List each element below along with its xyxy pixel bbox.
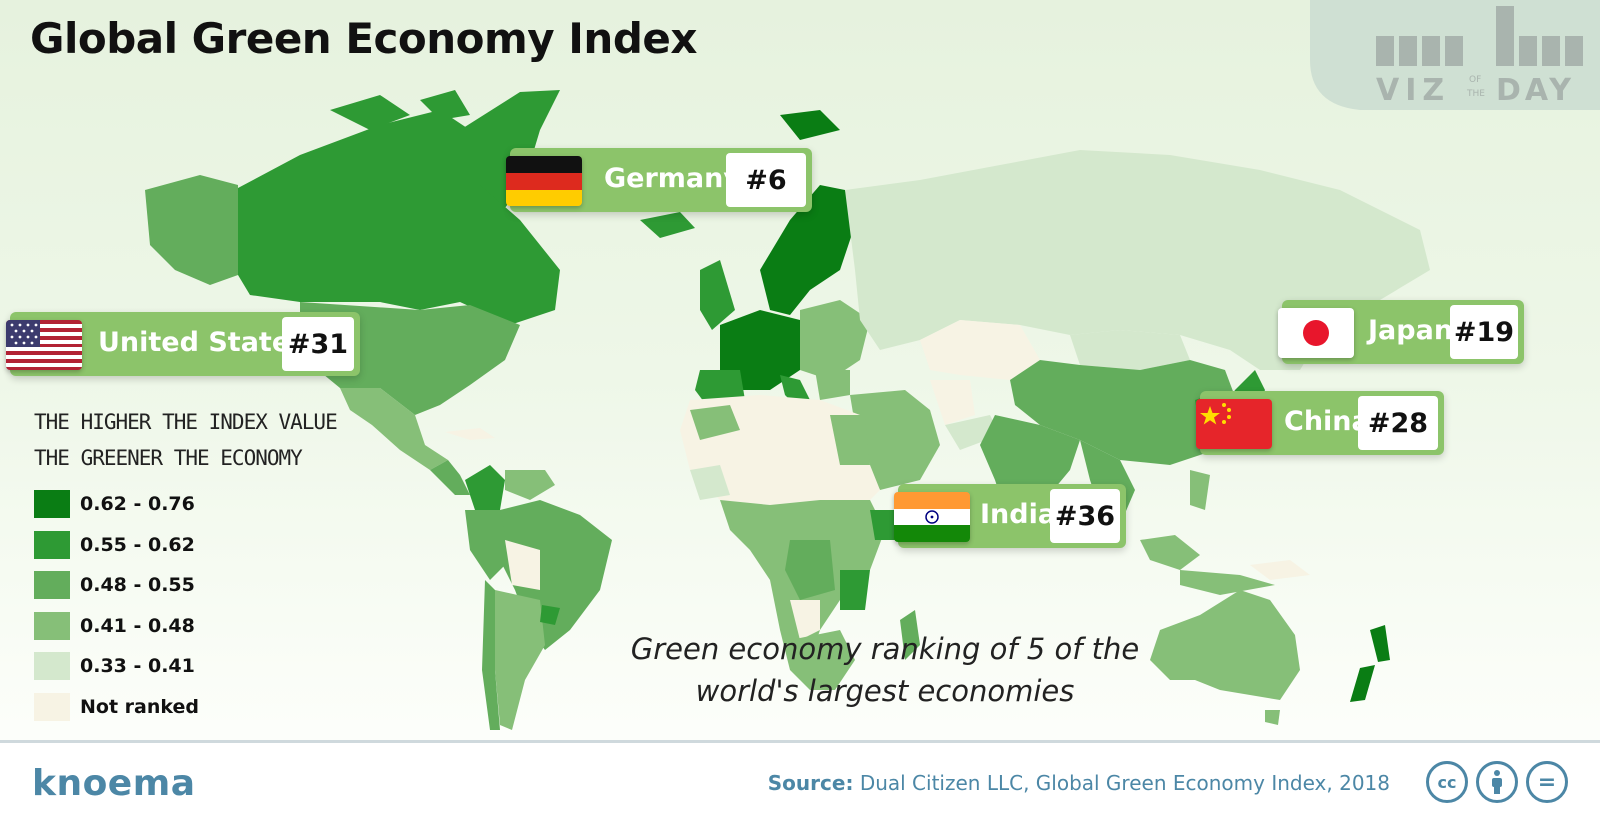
callout-china: China #28 <box>1196 391 1444 455</box>
japan-flag-icon <box>1278 308 1354 358</box>
callout-india: India #36 <box>894 484 1126 548</box>
viz-of-the-day-logo: VIZ OF THE DAY <box>1310 0 1600 110</box>
svg-text:DAY: DAY <box>1496 73 1575 108</box>
svg-text:OF: OF <box>1469 75 1481 85</box>
western-europe <box>720 310 815 390</box>
germany-flag-icon <box>506 156 582 206</box>
legend-item: 0.41 - 0.48 <box>34 606 337 647</box>
country-name: United States <box>98 327 307 358</box>
attribution-icon[interactable] <box>1476 761 1518 803</box>
legend-swatch <box>34 652 70 681</box>
argentina <box>495 590 545 730</box>
scandinavia <box>760 185 855 315</box>
legend-item: Not ranked <box>34 687 337 728</box>
middle-east <box>850 390 940 490</box>
country-rank: #19 <box>1450 305 1518 359</box>
legend-title: THE HIGHER THE INDEX VALUE THE GREENER T… <box>34 410 338 470</box>
page-title: Global Green Economy Index <box>30 14 697 63</box>
license-icons: cc = <box>1426 761 1568 803</box>
india-flag-icon <box>894 492 970 542</box>
legend-item: 0.48 - 0.55 <box>34 565 337 606</box>
colombia <box>465 465 505 510</box>
footer: knoema Source: Dual Citizen LLC, Global … <box>0 743 1600 837</box>
alaska <box>145 175 238 285</box>
country-name: Germany <box>604 163 741 194</box>
legend-label: 0.62 - 0.76 <box>80 493 195 516</box>
knoema-logo[interactable]: knoema <box>32 763 196 804</box>
china <box>1010 360 1240 465</box>
new-zealand <box>1350 625 1390 702</box>
source-note: Source: Dual Citizen LLC, Global Green E… <box>768 771 1390 795</box>
country-rank: #31 <box>282 317 354 371</box>
callout-united-states: United States #31 <box>6 312 360 376</box>
cc-icon[interactable]: cc <box>1426 761 1468 803</box>
mexico <box>340 388 448 470</box>
legend-swatch <box>34 692 70 721</box>
china-flag-icon <box>1196 399 1272 449</box>
country-rank: #28 <box>1358 396 1438 450</box>
subtitle: Green economy ranking of 5 of the world'… <box>630 632 1140 708</box>
usa-flag-icon <box>6 320 82 370</box>
legend-label: 0.55 - 0.62 <box>80 533 195 556</box>
legend-item: 0.33 - 0.41 <box>34 646 337 687</box>
legend-swatch <box>34 530 70 559</box>
legend-label: Not ranked <box>80 695 199 718</box>
legend-swatch <box>34 611 70 640</box>
country-rank: #36 <box>1050 489 1120 543</box>
footer-divider <box>0 740 1600 743</box>
legend-swatch <box>34 490 70 519</box>
source-label: Source: <box>767 771 854 795</box>
svg-text:THE: THE <box>1466 89 1485 99</box>
no-derivatives-icon[interactable]: = <box>1526 761 1568 803</box>
legend-label: 0.41 - 0.48 <box>80 614 195 637</box>
source-text: Dual Citizen LLC, Global Green Economy I… <box>859 771 1390 795</box>
country-name: Japan <box>1368 315 1454 346</box>
australia <box>1150 590 1300 700</box>
legend-item: 0.62 - 0.76 <box>34 484 337 525</box>
legend: THE HIGHER THE INDEX VALUE THE GREENER T… <box>34 404 338 728</box>
legend-item: 0.55 - 0.62 <box>34 525 337 566</box>
legend-label: 0.33 - 0.41 <box>80 655 195 678</box>
svg-text:VIZ: VIZ <box>1376 73 1450 108</box>
legend-label: 0.48 - 0.55 <box>80 574 195 597</box>
country-name: China <box>1284 406 1370 437</box>
country-name: India <box>980 499 1057 530</box>
callout-japan: Japan #19 <box>1278 300 1524 364</box>
canada <box>238 110 560 325</box>
callout-germany: Germany #6 <box>506 148 812 212</box>
country-rank: #6 <box>726 153 806 207</box>
legend-swatch <box>34 571 70 600</box>
